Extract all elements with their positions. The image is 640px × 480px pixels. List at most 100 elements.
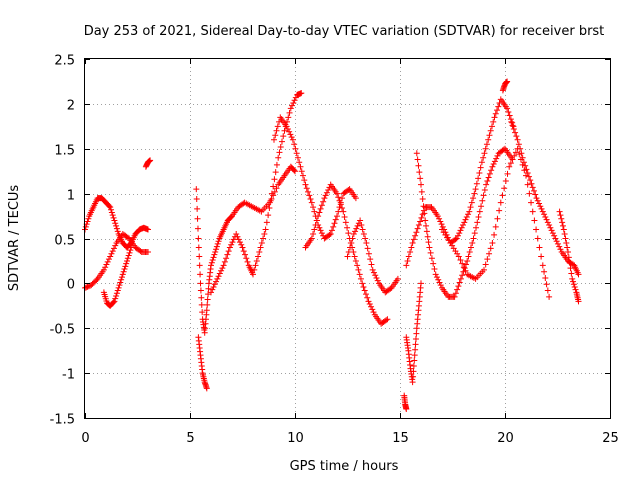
data-point <box>106 203 113 210</box>
data-point <box>128 244 135 251</box>
data-point <box>461 219 468 226</box>
data-point <box>199 309 206 316</box>
data-point <box>122 263 129 270</box>
data-point <box>268 190 275 197</box>
data-point <box>462 267 469 274</box>
data-point <box>536 200 543 207</box>
data-point <box>501 185 508 192</box>
data-point <box>482 145 489 152</box>
data-point <box>412 336 419 343</box>
data-point <box>427 249 434 256</box>
data-point <box>326 184 333 191</box>
data-point <box>109 248 116 255</box>
data-point <box>564 244 571 251</box>
data-point <box>275 154 282 161</box>
data-point <box>475 213 482 220</box>
data-point <box>469 239 476 246</box>
data-point <box>294 154 301 161</box>
data-point <box>546 293 553 300</box>
data-point <box>219 265 226 272</box>
data-point <box>88 282 95 289</box>
data-point <box>410 362 417 369</box>
data-point <box>311 208 318 215</box>
data-point <box>336 197 343 204</box>
data-point <box>92 278 99 285</box>
data-point <box>362 235 369 242</box>
data-point <box>344 253 351 260</box>
data-point <box>372 272 379 279</box>
data-point <box>240 248 247 255</box>
data-point <box>335 208 342 215</box>
data-point <box>352 228 359 235</box>
data-point <box>308 235 315 242</box>
data-point <box>431 266 438 273</box>
series-satellite-track-q <box>508 118 582 278</box>
data-point <box>322 192 329 199</box>
data-point <box>84 218 91 225</box>
data-point <box>463 213 470 220</box>
data-point <box>194 215 201 222</box>
data-point <box>194 225 201 232</box>
data-point <box>289 102 296 109</box>
data-point <box>466 208 473 215</box>
data-point <box>102 264 109 271</box>
data-point <box>193 196 200 203</box>
data-point <box>352 257 359 264</box>
data-point <box>306 192 313 199</box>
data-point <box>213 243 220 250</box>
data-point <box>110 214 117 221</box>
data-point <box>317 227 324 234</box>
data-point <box>539 262 546 269</box>
data-point <box>563 239 570 246</box>
data-point <box>457 275 464 282</box>
data-point <box>491 114 498 121</box>
data-point <box>462 216 469 223</box>
data-point <box>467 244 474 251</box>
data-point <box>416 169 423 176</box>
data-point <box>336 204 343 211</box>
data-point <box>507 160 514 167</box>
data-point <box>205 285 212 292</box>
data-point <box>105 256 112 263</box>
data-point <box>513 133 520 140</box>
data-point <box>370 269 377 276</box>
data-point <box>571 283 578 290</box>
y-tick-label: 1 <box>67 189 75 204</box>
data-point <box>506 163 513 170</box>
data-point <box>236 239 243 246</box>
data-point <box>113 225 120 232</box>
data-point <box>121 266 128 273</box>
data-point <box>436 279 443 286</box>
data-point <box>345 230 352 237</box>
data-point <box>356 271 363 278</box>
data-point <box>368 261 375 268</box>
data-point <box>369 266 376 273</box>
data-point <box>252 262 259 269</box>
data-point <box>347 244 354 251</box>
series-satellite-track-e <box>193 163 298 336</box>
data-point <box>256 248 263 255</box>
data-point <box>531 217 538 224</box>
data-point <box>542 274 549 281</box>
data-point <box>494 215 501 222</box>
data-point <box>108 209 115 216</box>
data-point <box>436 215 443 222</box>
data-point <box>365 298 372 305</box>
data-point <box>454 286 461 293</box>
data-point <box>383 317 390 324</box>
data-point <box>208 289 214 296</box>
data-point <box>360 283 367 290</box>
data-point <box>512 149 519 156</box>
data-point <box>492 223 499 230</box>
data-point <box>452 236 459 243</box>
data-point <box>339 204 346 211</box>
data-point <box>417 218 424 225</box>
data-point <box>89 280 96 287</box>
data-point <box>93 277 100 284</box>
data-point <box>311 226 318 233</box>
data-point <box>460 222 466 229</box>
data-point <box>561 231 568 238</box>
data-point <box>478 159 485 166</box>
y-axis-label: SDTVAR / TECUs <box>7 185 22 292</box>
data-point <box>273 127 280 134</box>
